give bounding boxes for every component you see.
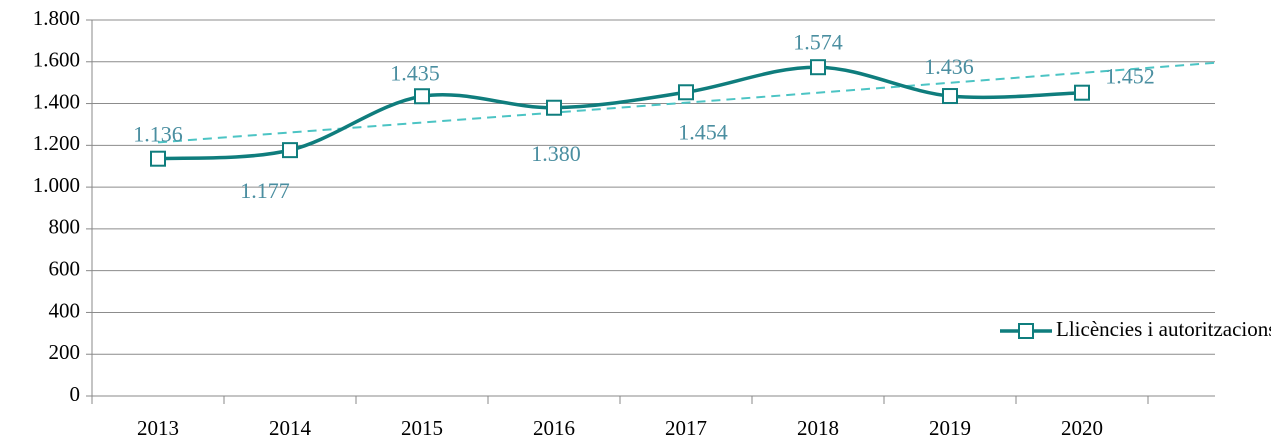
- marker: [678, 84, 694, 101]
- value-label: 1.380: [531, 141, 581, 166]
- line: [157, 65, 1083, 161]
- value-label: 1.435: [390, 60, 440, 85]
- value-label: 1.574: [793, 29, 843, 54]
- marker: [1074, 84, 1090, 101]
- x-tick-label: 2020: [1061, 416, 1103, 437]
- marker: [810, 59, 826, 76]
- marker: [546, 99, 562, 116]
- y-tick-label: 200: [49, 340, 81, 364]
- x-tick-label: 2016: [533, 416, 575, 437]
- value-label: 1.454: [678, 119, 728, 144]
- value-label: 1.452: [1105, 64, 1155, 89]
- y-tick-label: 1.200: [33, 131, 80, 155]
- value-label: 1.136: [133, 122, 183, 147]
- x-tick-label: 2013: [137, 416, 179, 437]
- y-tick-label: 1.400: [33, 89, 80, 113]
- y-tick-label: 0: [70, 382, 81, 406]
- trendline: [157, 61, 1216, 144]
- y-tick-label: 800: [49, 215, 81, 239]
- marker: [282, 142, 298, 159]
- x-tick-label: 2015: [401, 416, 443, 437]
- y-tick-label: 1.600: [33, 48, 80, 72]
- y-tick-label: 1.000: [33, 173, 80, 197]
- legend-label: Llicències i autoritzacions d'obres: [1056, 317, 1271, 341]
- x-tick-label: 2018: [797, 416, 839, 437]
- y-tick-label: 1.800: [33, 6, 80, 30]
- marker: [942, 88, 958, 105]
- value-label: 1.436: [924, 54, 974, 79]
- y-tick-label: 600: [49, 256, 81, 280]
- y-tick-label: 400: [49, 298, 81, 322]
- marker: [150, 150, 166, 167]
- x-tick-label: 2014: [269, 416, 312, 437]
- marker: [414, 88, 430, 105]
- legend-marker: [1018, 323, 1034, 339]
- x-tick-label: 2019: [929, 416, 971, 437]
- value-label: 1.177: [240, 178, 290, 203]
- x-tick-label: 2017: [665, 416, 707, 437]
